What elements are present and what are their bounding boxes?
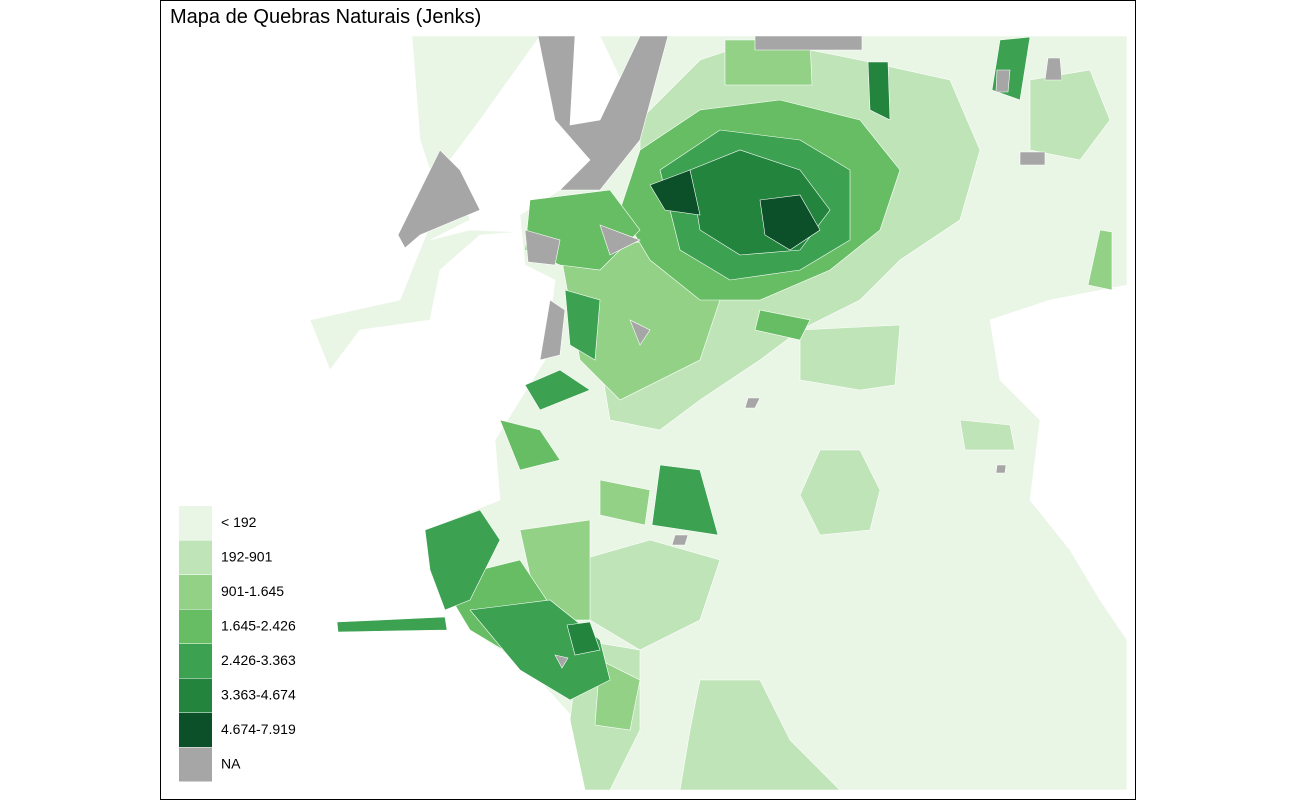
map-region — [867, 61, 891, 121]
map-region — [599, 479, 651, 526]
legend: < 192 192-901 901-1.645 1.645-2.426 2.426-3.… — [179, 506, 296, 782]
map-region — [754, 35, 863, 51]
map-region — [424, 509, 501, 611]
legend-swatch — [179, 506, 212, 540]
legend-label: NA — [221, 755, 241, 771]
map-region — [1087, 229, 1113, 291]
map-region — [649, 169, 701, 216]
map-region — [799, 324, 901, 391]
legend-label: 192-901 — [221, 548, 273, 564]
choropleth — [309, 35, 1128, 791]
map-region — [554, 654, 569, 669]
legend-swatch — [179, 609, 212, 644]
map-region — [959, 419, 1016, 451]
map-region — [1044, 57, 1063, 81]
legend-swatch — [179, 644, 212, 678]
legend-label: 1.645-2.426 — [221, 617, 296, 633]
map-region — [995, 69, 1011, 93]
map-region — [566, 621, 601, 656]
legend-swatch — [179, 678, 212, 713]
map-region — [1019, 151, 1046, 166]
legend-label: 901-1.645 — [221, 583, 284, 599]
map-region — [629, 319, 651, 346]
map-region — [679, 679, 841, 791]
legend-swatch — [179, 747, 212, 782]
legend-swatch — [179, 713, 212, 747]
map-region — [524, 369, 591, 411]
map-region — [995, 464, 1007, 474]
map-region — [539, 299, 566, 361]
map-region — [499, 419, 561, 471]
map-region — [744, 397, 761, 409]
legend-swatch — [179, 540, 212, 575]
legend-label: 4.674-7.919 — [221, 721, 296, 737]
map-region — [336, 616, 448, 633]
map-region — [754, 309, 811, 341]
map-region — [397, 149, 481, 249]
map-region — [651, 464, 719, 536]
map-region — [537, 35, 669, 191]
legend-label: 3.363-4.674 — [221, 686, 296, 702]
map-title: Mapa de Quebras Naturais (Jenks) — [170, 6, 481, 28]
legend-label: < 192 — [221, 514, 257, 530]
legend-swatch — [179, 575, 212, 609]
map-region — [599, 224, 641, 256]
map-region — [564, 289, 601, 361]
map-region — [799, 449, 881, 536]
legend-label: 2.426-3.363 — [221, 652, 296, 668]
map-region — [524, 229, 561, 266]
map-region — [759, 194, 821, 251]
map-region — [1029, 69, 1111, 161]
map-region — [671, 534, 689, 546]
